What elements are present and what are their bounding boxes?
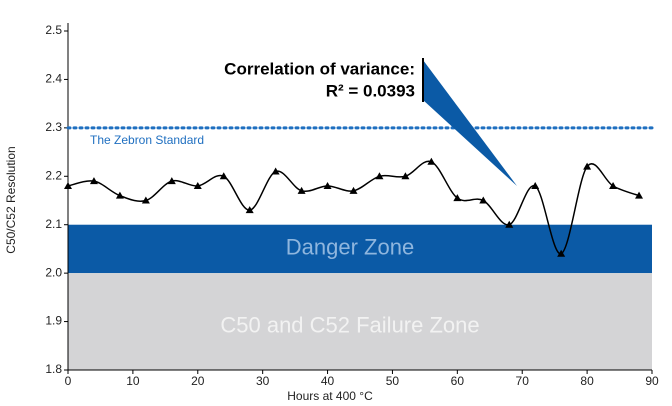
data-point	[531, 181, 540, 189]
data-point	[89, 177, 98, 185]
zone-label: C50 and C52 Failure Zone	[220, 312, 479, 337]
data-point	[557, 249, 566, 257]
data-point	[479, 196, 488, 204]
annotation-pointer	[423, 60, 517, 186]
y-tick-label: 2.3	[45, 120, 62, 134]
data-point	[167, 177, 176, 185]
data-point	[635, 191, 644, 199]
y-tick-label: 1.9	[45, 314, 62, 328]
y-tick-label: 2.2	[45, 168, 62, 182]
annotation: Correlation of variance:	[224, 59, 415, 78]
reference-label: The Zebron Standard	[90, 133, 204, 147]
y-tick-label: 1.8	[45, 362, 62, 376]
zone	[68, 224, 652, 274]
y-tick-label: 2.4	[45, 72, 62, 86]
data-point	[271, 167, 280, 175]
y-tick-label: 2.1	[45, 217, 62, 231]
data-point	[375, 172, 384, 180]
y-tick-label: 2.0	[45, 265, 62, 279]
x-tick-label: 50	[386, 374, 400, 388]
annotation: R² = 0.0393	[326, 81, 415, 100]
data-point	[245, 206, 254, 214]
data-point	[141, 196, 150, 204]
data-point	[609, 181, 618, 189]
data-point	[349, 186, 358, 194]
data-point	[401, 172, 410, 180]
data-point	[64, 181, 72, 189]
data-point	[583, 162, 592, 170]
data-point	[505, 220, 514, 228]
x-tick-label: 20	[191, 374, 205, 388]
data-point	[297, 186, 306, 194]
y-axis-label: C50/C52 Resolution	[4, 146, 18, 253]
x-tick-label: 10	[126, 374, 140, 388]
y-tick-label: 2.5	[45, 23, 62, 37]
data-point	[453, 194, 462, 202]
x-tick-label: 80	[580, 374, 594, 388]
zone	[68, 273, 652, 370]
data-point	[193, 181, 202, 189]
zone-label: Danger Zone	[286, 235, 414, 260]
data-point	[427, 157, 436, 165]
data-point	[219, 172, 228, 180]
x-tick-label: 30	[256, 374, 270, 388]
x-tick-label: 60	[451, 374, 465, 388]
x-tick-label: 70	[516, 374, 530, 388]
data-point	[323, 181, 332, 189]
x-tick-label: 0	[65, 374, 72, 388]
x-axis-label: Hours at 400 °C	[287, 389, 373, 403]
x-tick-label: 40	[321, 374, 335, 388]
x-tick-label: 90	[645, 374, 659, 388]
data-point	[115, 191, 124, 199]
series-line	[67, 160, 640, 255]
